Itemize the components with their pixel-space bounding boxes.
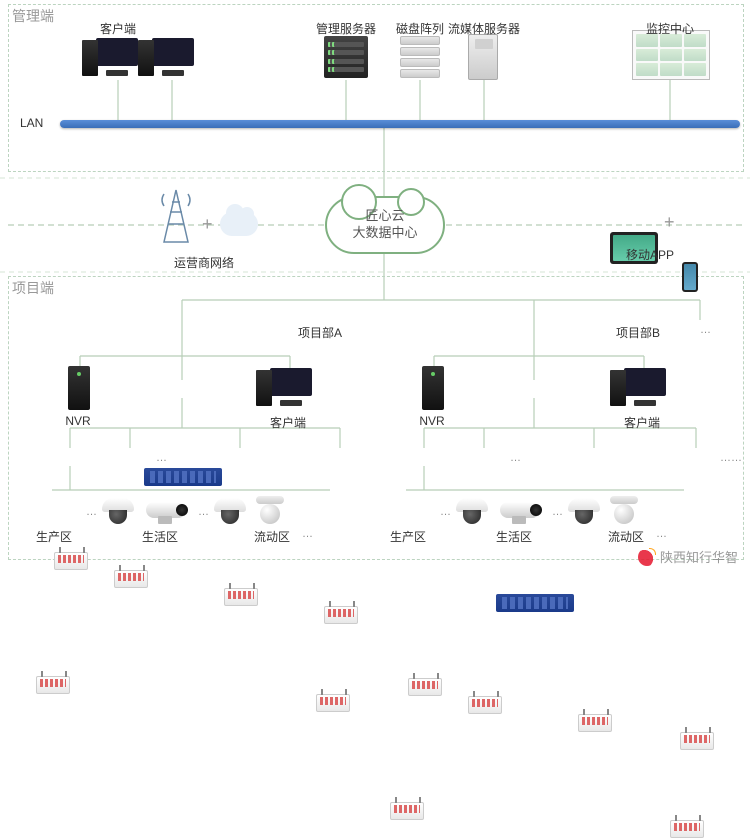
site-a-bullet-icon: [140, 500, 190, 524]
site-a-sw5: [316, 694, 350, 712]
client-label: 客户端: [100, 20, 136, 37]
mobile-plus: +: [664, 212, 675, 233]
site-more-dots: …: [700, 324, 711, 336]
site-b-client-icon: [624, 368, 666, 406]
site-b-label: 项目部B: [616, 324, 660, 341]
site-b-sw1: [408, 678, 442, 696]
watermark: 陕西知行华智: [638, 547, 738, 566]
site-b-sw2: [468, 696, 502, 714]
site-b-dome-icon: [456, 498, 488, 524]
center-cloud-line2: 大数据中心: [352, 225, 417, 240]
monitor-center-label: 监控中心: [646, 20, 694, 37]
carrier-cloud-icon: [220, 212, 258, 236]
site-a-client-icon: [270, 368, 312, 406]
mgmt-section-label: 管理端: [12, 6, 54, 26]
monitor-center-icon: [632, 30, 710, 80]
site-a-client-label: 客户端: [270, 414, 306, 431]
site-a-dome2-icon: [214, 498, 246, 524]
mgmt-server-label: 管理服务器: [316, 20, 376, 37]
stream-server-label: 流媒体服务器: [448, 20, 520, 37]
site-b-sw5: [670, 820, 704, 838]
site-a-zone2-label: 生活区: [142, 528, 178, 545]
site-b-nvr-icon: [422, 366, 444, 410]
lan-bar: [60, 120, 740, 128]
site-b-dots-3: …: [552, 506, 563, 518]
site-b-dome2-icon: [568, 498, 600, 524]
site-a-sw1: [54, 552, 88, 570]
site-a-sw3: [224, 588, 258, 606]
site-a-dots-1: …: [156, 452, 167, 464]
mobile-label: 移动APP: [626, 246, 674, 263]
site-a-zone1-icon: [36, 676, 70, 694]
weibo-icon: [638, 548, 656, 566]
site-b-zone2-label: 生活区: [496, 528, 532, 545]
watermark-text: 陕西知行华智: [660, 550, 738, 565]
site-a-label: 项目部A: [298, 324, 342, 341]
site-b-ptz-icon: [610, 496, 638, 526]
site-a-zone3-label: 流动区: [254, 528, 290, 545]
client-monitor-2: [152, 38, 194, 76]
site-a-dots-4: …: [302, 528, 313, 540]
client-monitor-1: [96, 38, 138, 76]
disk-array-icon: [400, 36, 440, 78]
site-a-ptz-icon: [256, 496, 284, 526]
center-cloud: 匠心云大数据中心: [325, 196, 445, 254]
carrier-tower-icon: [156, 184, 196, 244]
carrier-plus: +: [202, 214, 213, 235]
site-b-client-label: 客户端: [624, 414, 660, 431]
site-b-sw4: [680, 732, 714, 750]
site-b-sw3: [578, 714, 612, 732]
center-cloud-line1: 匠心云: [365, 208, 404, 223]
site-a-nvr-label: NVR: [65, 414, 90, 428]
site-a-zone1-label: 生产区: [36, 528, 72, 545]
proj-section-label: 项目端: [12, 278, 54, 298]
site-b-dots-1: …: [510, 452, 521, 464]
site-b-zone1-label: 生产区: [390, 528, 426, 545]
site-a-dots-3: …: [198, 506, 209, 518]
site-a-sw4: [324, 606, 358, 624]
site-b-zone3-label: 流动区: [608, 528, 644, 545]
carrier-label: 运营商网络: [174, 254, 234, 271]
site-b-dots-1b: ……: [720, 452, 742, 464]
site-a-sw2: [114, 570, 148, 588]
site-b-nvr-label: NVR: [419, 414, 444, 428]
site-b-zone1-icon: [390, 802, 424, 820]
phone-icon: [682, 262, 698, 292]
site-b-dots-2: …: [440, 506, 451, 518]
site-a-dots-2: …: [86, 506, 97, 518]
disk-array-label: 磁盘阵列: [396, 20, 444, 37]
stream-server-icon: [468, 34, 498, 80]
mgmt-server-icon: [324, 36, 368, 78]
lan-label: LAN: [20, 116, 43, 130]
site-b-bullet-icon: [494, 500, 544, 524]
site-a-nvr-icon: [68, 366, 90, 410]
site-b-dots-4: …: [656, 528, 667, 540]
site-a-dome-icon: [102, 498, 134, 524]
site-a-switch-icon: [144, 468, 222, 486]
site-b-switch-icon: [496, 594, 574, 612]
